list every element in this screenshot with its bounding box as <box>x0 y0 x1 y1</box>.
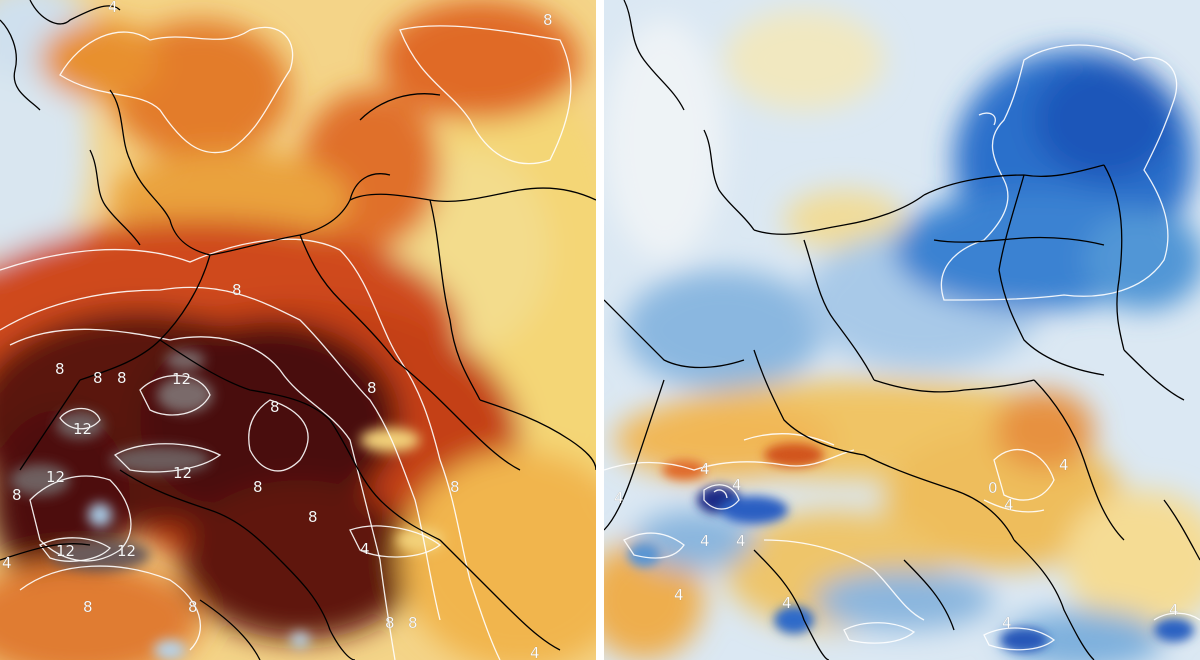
contour-label: 8 <box>450 478 460 496</box>
right-anomaly-map: 4 4 4 4 4 4 4 0 4 4 4 4 <box>604 0 1200 660</box>
contour-label: 4 <box>108 0 118 16</box>
contour-label: 8 <box>232 281 242 299</box>
contour-label: 4 <box>2 554 12 572</box>
contour-label: 8 <box>385 614 395 632</box>
contour-label: 4 <box>1059 456 1069 474</box>
contour-label: 4 <box>530 644 540 660</box>
contour-label: 4 <box>700 532 710 550</box>
contour-label: 4 <box>700 460 710 478</box>
contour-label: 8 <box>117 369 127 387</box>
contour-label: 8 <box>55 360 65 378</box>
left-grey-cores <box>10 350 444 660</box>
contour-label: 12 <box>56 542 75 560</box>
contour-label: 8 <box>253 478 263 496</box>
contour-label: 4 <box>782 594 792 612</box>
left-contours <box>0 25 572 660</box>
left-contour-labels: 4 8 8 8 8 8 8 12 12 12 12 12 12 8 8 8 8 … <box>2 0 553 660</box>
right-map-svg: 4 4 4 4 4 4 4 0 4 4 4 4 <box>604 0 1200 660</box>
right-borders <box>604 0 1200 660</box>
contour-label: 0 <box>988 479 998 497</box>
left-anomaly-map: 4 8 8 8 8 8 8 12 12 12 12 12 12 8 8 8 8 … <box>0 0 596 660</box>
contour-label: 4 <box>1002 614 1012 632</box>
panel-divider <box>596 0 604 660</box>
contour-label: 8 <box>83 598 93 616</box>
contour-label: 4 <box>1004 496 1014 514</box>
contour-label: 8 <box>270 398 280 416</box>
right-anomaly-field <box>604 10 1200 660</box>
contour-label: 12 <box>117 542 136 560</box>
contour-label: 8 <box>367 379 377 397</box>
left-map-svg: 4 8 8 8 8 8 8 12 12 12 12 12 12 8 8 8 8 … <box>0 0 596 660</box>
contour-label: 4 <box>614 489 624 507</box>
contour-label: 4 <box>1169 601 1179 619</box>
contour-label: 12 <box>73 420 92 438</box>
contour-label: 4 <box>360 540 370 558</box>
contour-label: 4 <box>674 586 684 604</box>
contour-label: 8 <box>308 508 318 526</box>
contour-label: 8 <box>12 486 22 504</box>
right-contour-labels: 4 4 4 4 4 4 4 0 4 4 4 4 <box>614 456 1179 632</box>
contour-label: 8 <box>408 614 418 632</box>
contour-label: 12 <box>173 464 192 482</box>
contour-label: 8 <box>188 598 198 616</box>
left-borders <box>0 0 596 660</box>
contour-label: 4 <box>732 476 742 494</box>
right-contours <box>604 44 1200 651</box>
contour-label: 8 <box>93 369 103 387</box>
contour-label: 12 <box>46 468 65 486</box>
contour-label: 4 <box>736 532 746 550</box>
contour-label: 12 <box>172 370 191 388</box>
contour-label: 8 <box>543 11 553 29</box>
